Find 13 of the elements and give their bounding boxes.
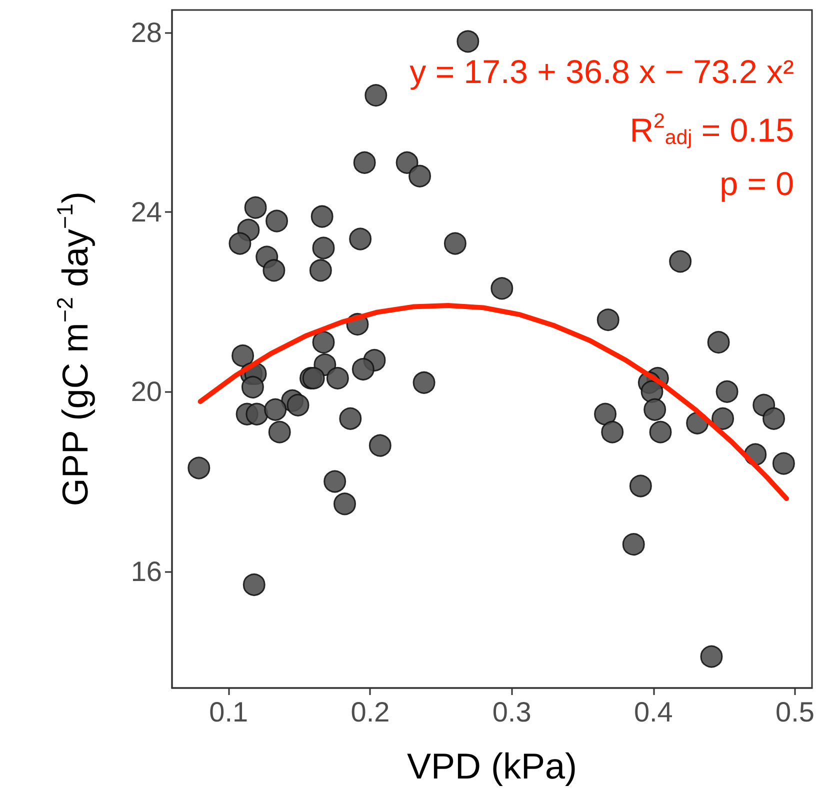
x-tick-label: 0.3	[492, 696, 532, 728]
y-tick-label: 16	[130, 556, 162, 587]
x-tick-label: 0.4	[634, 696, 673, 728]
x-axis-title: VPD (kPa)	[406, 746, 578, 786]
y-tick-label: 28	[130, 16, 162, 48]
annotation: y = 17.3 + 36.8 x − 73.2 x²	[410, 53, 794, 90]
x-tick-label: 0.1	[209, 696, 248, 728]
y-tick-label: 24	[130, 196, 162, 228]
x-tick-label: 0.2	[350, 696, 390, 728]
annotation: p = 0	[720, 165, 794, 202]
x-tick-label: 0.5	[776, 696, 814, 728]
y-tick-label: 20	[130, 376, 162, 408]
y-axis-title: GPP (gC m−2 day−1)	[52, 192, 96, 506]
